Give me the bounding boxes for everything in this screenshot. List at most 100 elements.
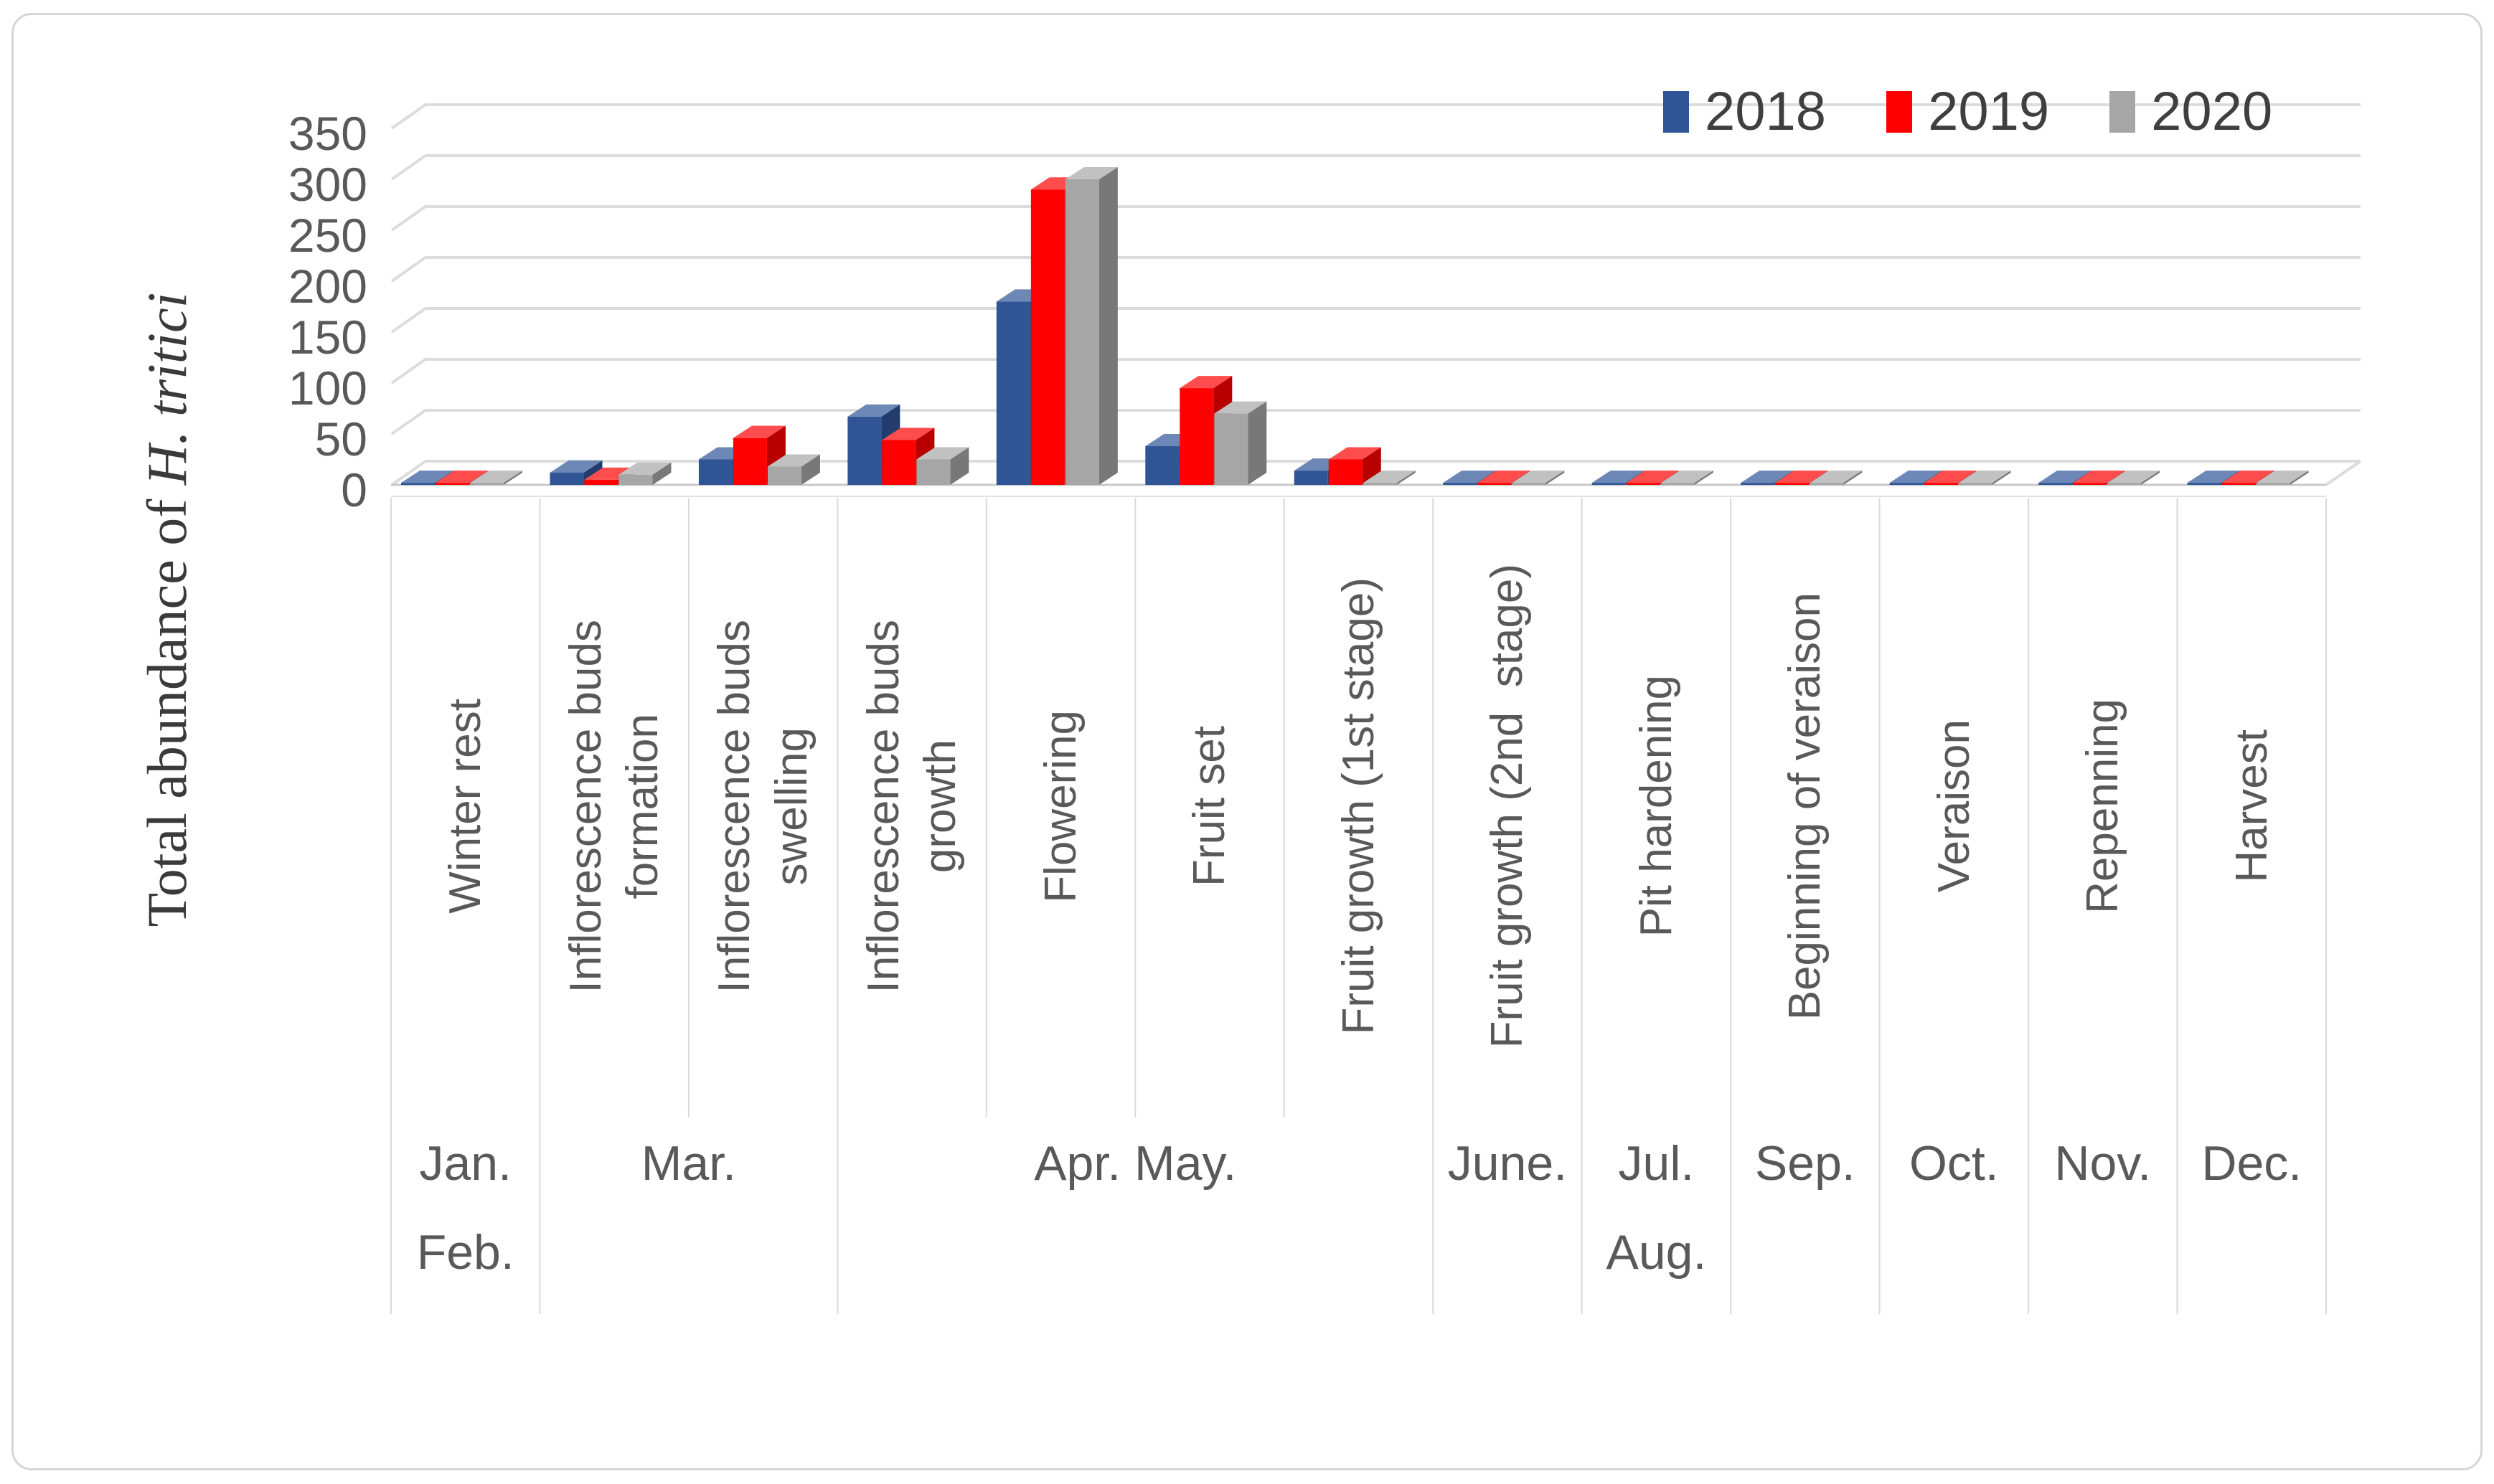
bar-2020-fruit-growth-2nd-stage: [1512, 483, 1546, 485]
month-label-line1: Dec.: [2201, 1136, 2302, 1191]
bar-2019-fruit-set: [1180, 388, 1214, 485]
category-label-line: Fruit set: [1185, 726, 1235, 887]
month-label-jul: Jul. Aug.: [1582, 1117, 1731, 1314]
category-label-pit-hardening: Pit hardening: [1582, 502, 1731, 1110]
y-tick-label-50: 50: [314, 412, 367, 465]
bar-2018-inflorescence-buds-formation: [550, 472, 584, 485]
bar-2018-inflorescence-buds-formation-top: [550, 460, 603, 473]
bar-2020-flowering-top: [1065, 167, 1118, 179]
bar-2020-fruit-growth-1st-stage-side: [1396, 471, 1416, 485]
bar-2020-winter-rest-side: [504, 471, 522, 485]
bar-2018-pit-hardening: [1591, 483, 1626, 485]
bar-2018-beginning-of-veraison: [1741, 483, 1775, 485]
month-label-aprmay: Apr. May.: [837, 1117, 1433, 1314]
category-label-flowering: Flowering: [987, 502, 1135, 1110]
category-label-line: formation: [618, 713, 668, 899]
bar-2020-veraison-top: [1958, 471, 2011, 483]
bar-2020-inflorescence-buds-formation-top: [618, 462, 672, 475]
y-tick-label-100: 100: [288, 361, 367, 415]
bar-2018-fruit-set: [1145, 446, 1180, 485]
month-label-line1: Oct.: [1909, 1136, 1999, 1191]
bar-2020-repenning: [2107, 483, 2142, 485]
bar-2020-inflorescence-buds-swelling-top: [767, 454, 820, 467]
month-label-line1: Nov.: [2054, 1136, 2152, 1191]
bar-2019-veraison: [1924, 483, 1958, 485]
bar-2019-fruit-growth-2nd-stage: [1477, 483, 1512, 485]
bar-2019-fruit-growth-1st-stage-top: [1328, 447, 1381, 460]
bar-2020-fruit-growth-2nd-stage-side: [1545, 471, 1565, 485]
bar-2019-fruit-set-top: [1180, 376, 1233, 389]
bar-2020-inflorescence-buds-swelling: [767, 466, 801, 485]
legend-swatch-2018: [1663, 91, 1689, 133]
category-label-winter-rest: Winter rest: [391, 502, 540, 1110]
bar-2020-beginning-of-veraison-top: [1810, 471, 1863, 483]
bar-2020-fruit-set: [1214, 413, 1248, 485]
bar-2019-repenning: [2073, 483, 2107, 485]
bar-2020-fruit-set-side: [1248, 401, 1267, 485]
category-label-line: Pit hardening: [1631, 675, 1681, 937]
bar-2018-beginning-of-veraison-top: [1741, 471, 1794, 483]
legend-label-2020: 2020: [2151, 81, 2273, 142]
category-label-line: Beginning of veraison: [1780, 592, 1830, 1021]
bar-2018-inflorescence-buds-swelling: [698, 459, 733, 485]
category-label-fruit-growth-1st-stage: Fruit growth (1st stage): [1284, 502, 1433, 1110]
gridline: [390, 256, 2361, 283]
bar-2019-inflorescence-buds-formation-top: [584, 467, 637, 480]
bar-2020-veraison-side: [1992, 471, 2011, 485]
category-label-beginning-of-veraison: Beginning of veraison: [1731, 502, 1879, 1110]
legend-item-2018: 2018: [1663, 85, 1826, 139]
bar-2019-harvest: [2221, 483, 2256, 485]
bar-2020-veraison: [1958, 483, 1992, 485]
bar-2020-pit-hardening-top: [1660, 471, 1713, 483]
bar-2019-inflorescence-buds-formation: [584, 479, 618, 485]
category-label-inflorescence-buds-growth: Inflorescence buds growth: [837, 502, 986, 1110]
y-tick-label-250: 250: [288, 209, 367, 262]
bar-2018-winter-rest-top: [401, 471, 453, 483]
category-label-line: Inflorescence buds: [710, 619, 760, 993]
bar-2019-beginning-of-veraison-top: [1775, 471, 1828, 483]
bar-2018-harvest-top: [2187, 471, 2240, 483]
bar-2020-repenning-side: [2141, 471, 2160, 485]
month-label-line1: June.: [1447, 1136, 1568, 1191]
legend-swatch-2020: [2109, 91, 2136, 133]
bar-2018-fruit-growth-2nd-stage: [1443, 483, 1477, 485]
bar-2020-fruit-growth-2nd-stage-top: [1512, 471, 1565, 483]
bar-2020-inflorescence-buds-growth-top: [916, 447, 969, 460]
bar-2020-fruit-growth-1st-stage-top: [1363, 471, 1416, 483]
gridline: [390, 307, 2361, 334]
category-label-veraison: Veraison: [1880, 502, 2028, 1110]
bar-2020-repenning-top: [2107, 471, 2160, 483]
bar-2019-flowering: [1030, 189, 1065, 485]
gridline: [390, 103, 2361, 130]
bar-2020-winter-rest: [470, 483, 504, 485]
bar-2020-pit-hardening: [1660, 483, 1695, 485]
bar-2019-pit-hardening: [1626, 483, 1660, 485]
bar-2019-inflorescence-buds-growth-top: [882, 427, 935, 440]
bar-2018-veraison-top: [1889, 471, 1942, 483]
figure-frame: [11, 13, 2483, 1470]
bar-2020-harvest-side: [2290, 471, 2309, 485]
month-label-dec: Dec.: [2178, 1117, 2326, 1314]
bar-2020-harvest-top: [2256, 471, 2309, 483]
category-label-line: Flowering: [1035, 709, 1086, 903]
bar-2018-inflorescence-buds-growth: [847, 416, 882, 485]
y-tick-label-200: 200: [288, 260, 367, 313]
bar-2020-flowering-side: [1098, 167, 1118, 485]
gridline: [390, 205, 2361, 232]
bar-2018-winter-rest: [401, 483, 435, 485]
bar-2020-winter-rest-top: [470, 471, 522, 483]
legend-swatch-2019: [1886, 91, 1913, 133]
y-tick-label-300: 300: [288, 158, 367, 211]
category-label-line: Fruit growth (1st stage): [1333, 577, 1383, 1035]
bar-2019-inflorescence-buds-swelling-top: [733, 425, 786, 438]
legend-item-2019: 2019: [1886, 85, 2049, 139]
y-tick-label-350: 350: [288, 107, 367, 160]
bar-2020-inflorescence-buds-formation: [618, 474, 653, 485]
month-label-line1: Sep.: [1754, 1136, 1855, 1191]
bar-2018-harvest: [2187, 483, 2221, 485]
bar-2020-fruit-set-top: [1214, 401, 1267, 414]
category-label-line: Repenning: [2078, 699, 2128, 914]
y-tick-label-150: 150: [288, 311, 367, 364]
month-label-sep: Sep.: [1731, 1117, 1879, 1314]
